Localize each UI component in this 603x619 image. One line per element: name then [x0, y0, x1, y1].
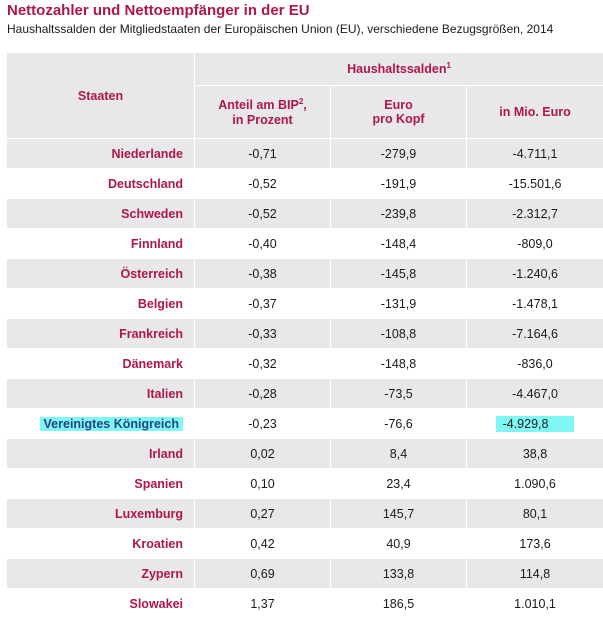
- table-row: Schweden-0,52-239,8-2.312,7: [7, 199, 603, 229]
- row-state-name: Niederlande: [7, 139, 195, 169]
- row-euro-per-capita: -279,9: [331, 139, 467, 169]
- row-bip-share: -0,32: [195, 349, 331, 379]
- row-million-euro: 114,8: [467, 559, 603, 589]
- row-state-name: Kroatien: [7, 529, 195, 559]
- row-bip-share: 0,69: [195, 559, 331, 589]
- column-group-header: Haushaltssalden1: [195, 53, 603, 86]
- row-euro-per-capita: 23,4: [331, 469, 467, 499]
- table-row: Deutschland-0,52-191,9-15.501,6: [7, 169, 603, 199]
- row-million-euro: -2.312,7: [467, 199, 603, 229]
- row-bip-share: 0,27: [195, 499, 331, 529]
- column-header-bip-share: Anteil am BIP2,in Prozent: [195, 86, 331, 139]
- row-bip-share: 1,37: [195, 589, 331, 619]
- row-euro-per-capita: -239,8: [331, 199, 467, 229]
- row-euro-per-capita: 8,4: [331, 439, 467, 469]
- row-million-euro: -4.711,1: [467, 139, 603, 169]
- row-euro-per-capita: 40,9: [331, 529, 467, 559]
- row-million-euro: 80,1: [467, 499, 603, 529]
- row-bip-share: -0,38: [195, 259, 331, 289]
- row-state-name: Finnland: [7, 229, 195, 259]
- row-bip-share: -0,52: [195, 169, 331, 199]
- row-state-name: Österreich: [7, 259, 195, 289]
- row-million-euro: -4.929,8: [467, 409, 603, 439]
- table-row: Niederlande-0,71-279,9-4.711,1: [7, 139, 603, 169]
- row-state-name: Frankreich: [7, 319, 195, 349]
- row-state-name: Irland: [7, 439, 195, 469]
- table-row: Vereinigtes Königreich-0,23-76,6-4.929,8: [7, 409, 603, 439]
- row-bip-share: 0,02: [195, 439, 331, 469]
- row-bip-share: -0,23: [195, 409, 331, 439]
- row-euro-per-capita: -73,5: [331, 379, 467, 409]
- row-state-name: Luxemburg: [7, 499, 195, 529]
- row-euro-per-capita: 145,7: [331, 499, 467, 529]
- row-state-name: Vereinigtes Königreich: [7, 409, 195, 439]
- row-bip-share: -0,28: [195, 379, 331, 409]
- row-state-name: Schweden: [7, 199, 195, 229]
- row-bip-share: -0,71: [195, 139, 331, 169]
- row-euro-per-capita: -145,8: [331, 259, 467, 289]
- row-state-name: Dänemark: [7, 349, 195, 379]
- row-million-euro: 38,8: [467, 439, 603, 469]
- row-million-euro: -1.240,6: [467, 259, 603, 289]
- row-million-euro: 173,6: [467, 529, 603, 559]
- row-state-name: Slowakei: [7, 589, 195, 619]
- table-row: Finnland-0,40-148,4-809,0: [7, 229, 603, 259]
- row-bip-share: 0,10: [195, 469, 331, 499]
- table-row: Österreich-0,38-145,8-1.240,6: [7, 259, 603, 289]
- page-subtitle: Haushaltssalden der Mitgliedstaaten der …: [7, 22, 553, 36]
- row-euro-per-capita: -131,9: [331, 289, 467, 319]
- row-state-name: Belgien: [7, 289, 195, 319]
- row-euro-per-capita: -148,8: [331, 349, 467, 379]
- table-row: Italien-0,28-73,5-4.467,0: [7, 379, 603, 409]
- table-row: Frankreich-0,33-108,8-7.164,6: [7, 319, 603, 349]
- row-million-euro: -1.478,1: [467, 289, 603, 319]
- row-million-euro: -7.164,6: [467, 319, 603, 349]
- row-bip-share: -0,33: [195, 319, 331, 349]
- row-euro-per-capita: -108,8: [331, 319, 467, 349]
- row-million-euro: -15.501,6: [467, 169, 603, 199]
- row-state-name: Italien: [7, 379, 195, 409]
- row-euro-per-capita: -191,9: [331, 169, 467, 199]
- row-million-euro: -836,0: [467, 349, 603, 379]
- row-million-euro: 1.010,1: [467, 589, 603, 619]
- row-euro-per-capita: -148,4: [331, 229, 467, 259]
- row-million-euro: -4.467,0: [467, 379, 603, 409]
- table-row: Dänemark-0,32-148,8-836,0: [7, 349, 603, 379]
- row-bip-share: -0,37: [195, 289, 331, 319]
- row-million-euro: -809,0: [467, 229, 603, 259]
- row-state-name: Zypern: [7, 559, 195, 589]
- budget-balance-table: Staaten Haushaltssalden1 Anteil am BIP2,…: [6, 52, 603, 619]
- table-row: Belgien-0,37-131,9-1.478,1: [7, 289, 603, 319]
- row-state-name: Deutschland: [7, 169, 195, 199]
- column-header-states: Staaten: [7, 53, 195, 139]
- row-bip-share: -0,40: [195, 229, 331, 259]
- row-million-euro: 1.090,6: [467, 469, 603, 499]
- row-state-name: Spanien: [7, 469, 195, 499]
- row-euro-per-capita: 186,5: [331, 589, 467, 619]
- column-header-million-euro: in Mio. Euro: [467, 86, 603, 139]
- row-euro-per-capita: 133,8: [331, 559, 467, 589]
- row-bip-share: 0,42: [195, 529, 331, 559]
- row-bip-share: -0,52: [195, 199, 331, 229]
- row-euro-per-capita: -76,6: [331, 409, 467, 439]
- page-title: Nettozahler und Nettoempfänger in der EU: [7, 2, 310, 19]
